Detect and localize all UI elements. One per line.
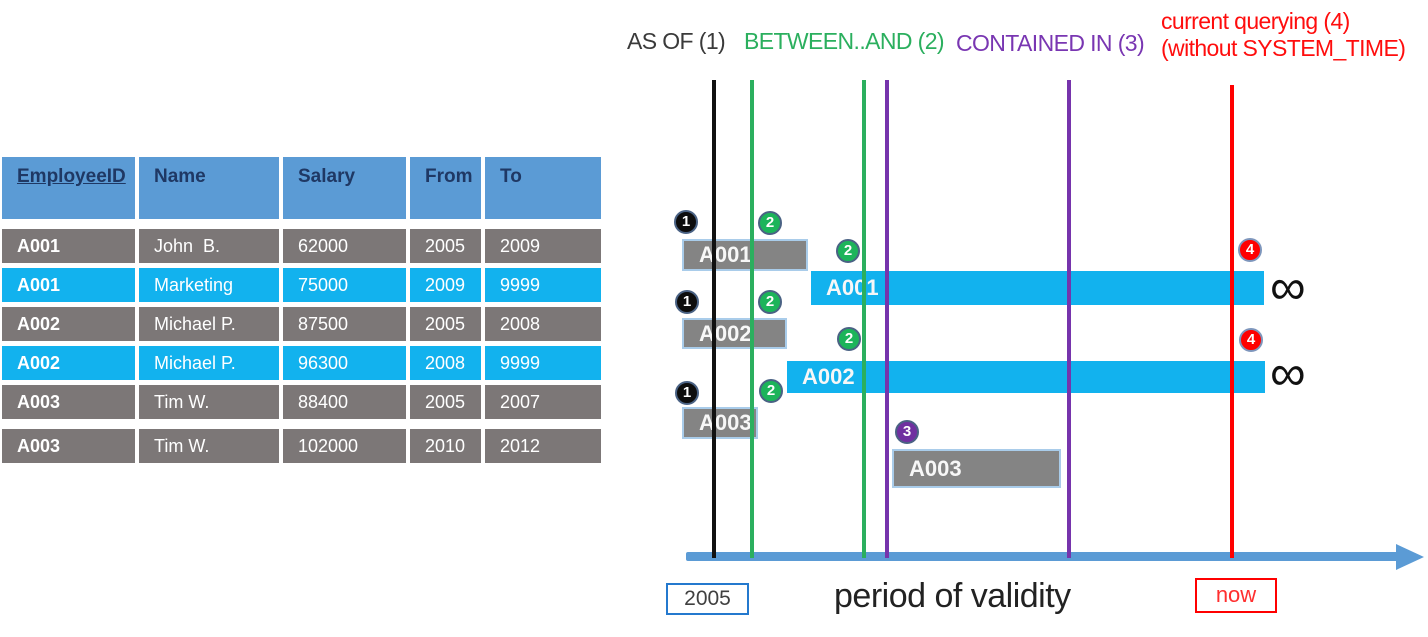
cell-from: 2010 xyxy=(410,429,481,463)
cell-to: 2009 xyxy=(485,229,601,263)
cell-from: 2005 xyxy=(410,307,481,341)
marker-4-row2: 4 xyxy=(1239,328,1263,352)
between-start-line xyxy=(750,80,754,558)
label-contained-in: CONTAINED IN (3) xyxy=(956,30,1145,56)
bar-a002-current: A002 xyxy=(787,361,1265,393)
infinity-icon: ∞ xyxy=(1270,259,1306,315)
contained-start-line xyxy=(885,80,889,558)
cell-name: Tim W. xyxy=(139,429,279,463)
cell-to: 2012 xyxy=(485,429,601,463)
cell-from: 2008 xyxy=(410,346,481,380)
cell-to: 2007 xyxy=(485,385,601,419)
cell-name: Michael P. xyxy=(139,307,279,341)
marker-1-row3: 1 xyxy=(675,381,699,405)
cell-to: 9999 xyxy=(485,268,601,302)
cell-name: John B. xyxy=(139,229,279,263)
marker-2-row1b: 2 xyxy=(836,239,860,263)
table-header-row: EmployeeID Name Salary From To xyxy=(2,157,601,219)
label-as-of: AS OF (1) xyxy=(627,28,726,54)
time-axis xyxy=(686,552,1398,561)
label-current-querying-line1: current querying (4) xyxy=(1161,8,1350,34)
table-row: A003 Tim W. 88400 2005 2007 xyxy=(2,385,601,419)
cell-name: Michael P. xyxy=(139,346,279,380)
cell-from: 2005 xyxy=(410,229,481,263)
header-to: To xyxy=(485,157,601,219)
table-row: A002 Michael P. 96300 2008 9999 xyxy=(2,346,601,380)
marker-2-row2: 2 xyxy=(758,290,782,314)
now-box: now xyxy=(1195,578,1277,613)
table-row: A002 Michael P. 87500 2005 2008 xyxy=(2,307,601,341)
cell-employeeid: A003 xyxy=(2,429,135,463)
infinity-icon: ∞ xyxy=(1270,345,1306,401)
cell-from: 2005 xyxy=(410,385,481,419)
bar-a003-past: A003 xyxy=(682,407,758,439)
between-end-line xyxy=(862,80,866,558)
cell-salary: 102000 xyxy=(283,429,406,463)
label-current-querying: current querying (4) (without SYSTEM_TIM… xyxy=(1161,8,1406,62)
label-current-querying-line2: (without SYSTEM_TIME) xyxy=(1161,35,1406,61)
cell-to: 2008 xyxy=(485,307,601,341)
table-row: A001 John B. 62000 2005 2009 xyxy=(2,229,601,263)
cell-from: 2009 xyxy=(410,268,481,302)
bar-a003-second-past: A003 xyxy=(892,449,1061,488)
marker-1-row2: 1 xyxy=(675,290,699,314)
cell-salary: 75000 xyxy=(283,268,406,302)
header-employeeid: EmployeeID xyxy=(2,157,135,219)
cell-salary: 88400 xyxy=(283,385,406,419)
marker-4-row1: 4 xyxy=(1238,238,1262,262)
cell-salary: 87500 xyxy=(283,307,406,341)
marker-2-row2b: 2 xyxy=(837,327,861,351)
axis-title: period of validity xyxy=(834,577,1071,615)
header-from: From xyxy=(410,157,481,219)
cell-employeeid: A002 xyxy=(2,307,135,341)
cell-salary: 96300 xyxy=(283,346,406,380)
marker-2-row3: 2 xyxy=(759,379,783,403)
marker-2-row1: 2 xyxy=(758,211,782,235)
table-row: A003 Tim W. 102000 2010 2012 xyxy=(2,429,601,463)
as-of-line xyxy=(712,80,716,558)
now-line xyxy=(1230,85,1234,558)
cell-salary: 62000 xyxy=(283,229,406,263)
header-name: Name xyxy=(139,157,279,219)
bar-a001-current: A001 xyxy=(811,271,1264,305)
cell-to: 9999 xyxy=(485,346,601,380)
cell-employeeid: A002 xyxy=(2,346,135,380)
label-between-and: BETWEEN..AND (2) xyxy=(744,28,945,54)
contained-end-line xyxy=(1067,80,1071,558)
employee-table: EmployeeID Name Salary From To A001 John… xyxy=(2,157,601,463)
marker-1-row1: 1 xyxy=(674,210,698,234)
cell-employeeid: A003 xyxy=(2,385,135,419)
cell-employeeid: A001 xyxy=(2,229,135,263)
bar-a002-past: A002 xyxy=(682,318,787,349)
table-row: A001 Marketing 75000 2009 9999 xyxy=(2,268,601,302)
cell-name: Marketing xyxy=(139,268,279,302)
bar-a001-past: A001 xyxy=(682,239,808,271)
cell-name: Tim W. xyxy=(139,385,279,419)
marker-3-row3: 3 xyxy=(895,420,919,444)
time-axis-arrowhead-icon xyxy=(1396,544,1424,570)
origin-year-box: 2005 xyxy=(666,583,749,615)
cell-employeeid: A001 xyxy=(2,268,135,302)
header-salary: Salary xyxy=(283,157,406,219)
